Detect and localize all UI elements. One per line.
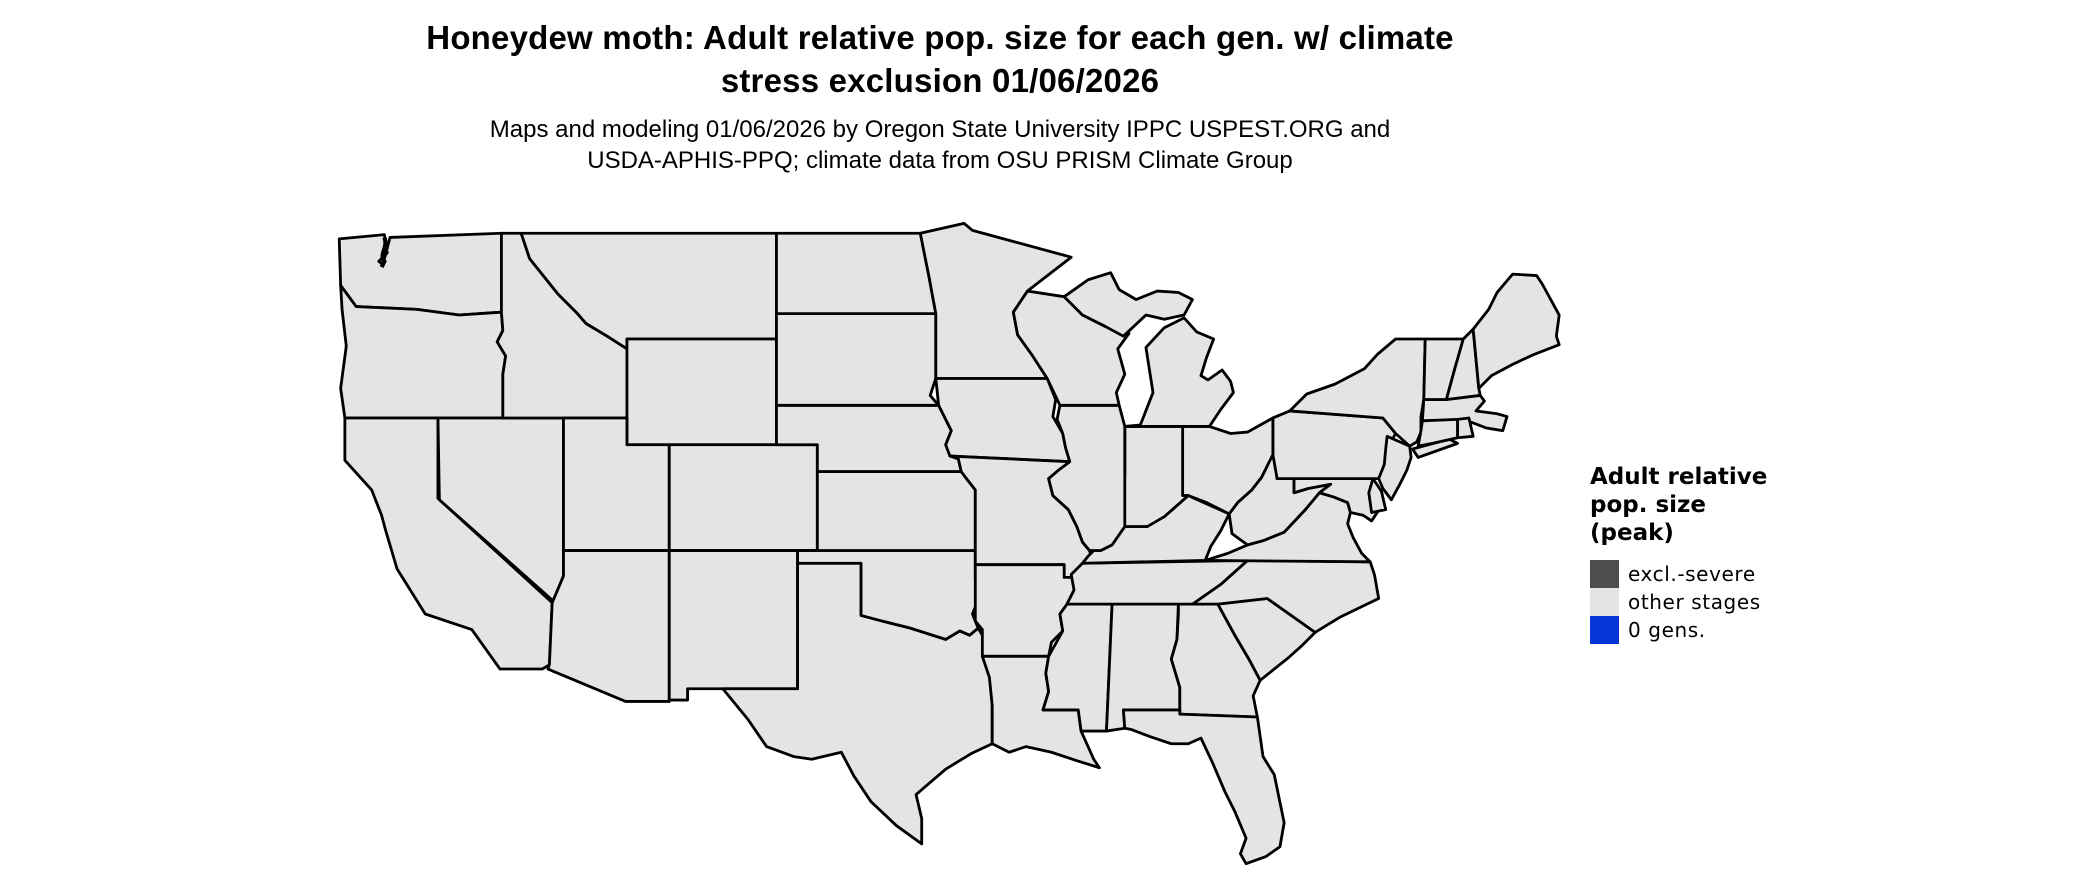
legend-swatch-3 — [1590, 616, 1619, 644]
legend-label: other stages — [1628, 590, 1761, 614]
state-ks — [815, 470, 977, 552]
legend-label: 0 gens. — [1628, 618, 1706, 642]
state-tn — [1065, 559, 1249, 606]
state-il — [1047, 403, 1127, 552]
legend-title-line-2: pop. size — [1590, 492, 1707, 518]
legend-items: excl.-severe other stages 0 gens. — [1590, 560, 1890, 644]
state-wa — [337, 231, 503, 317]
state-nm — [667, 549, 800, 702]
legend-swatch-2 — [1590, 588, 1619, 616]
legend-title: Adult relative pop. size (peak) — [1590, 463, 1890, 547]
title-line-1: Honeydew moth: Adult relative pop. size … — [426, 19, 1454, 56]
legend-row: excl.-severe — [1590, 560, 1890, 588]
state-sd — [775, 312, 941, 407]
legend-title-line-3: (peak) — [1590, 520, 1674, 546]
page-title: Honeydew moth: Adult relative pop. size … — [260, 16, 1620, 102]
title-line-2: stress exclusion 01/06/2026 — [720, 62, 1160, 99]
subtitle-line-2: USDA-APHIS-PPQ; climate data from OSU PR… — [587, 147, 1293, 174]
us-states-map — [335, 219, 1562, 868]
subtitle-line-1: Maps and modeling 01/06/2026 by Oregon S… — [489, 116, 1391, 143]
state-nj — [1377, 434, 1413, 502]
legend-row: 0 gens. — [1590, 616, 1890, 644]
state-nd — [775, 231, 938, 316]
coastline-detail-mark — [379, 236, 388, 269]
legend-swatch-1 — [1590, 560, 1619, 588]
state-ia — [934, 377, 1072, 464]
state-az — [546, 549, 671, 703]
state-oh — [1181, 416, 1275, 516]
state-co — [667, 443, 819, 552]
us-map-svg — [337, 221, 1561, 866]
state-mi — [1123, 316, 1235, 428]
state-fl — [1121, 708, 1286, 866]
legend-title-line-1: Adult relative — [1590, 464, 1768, 490]
map-subtitle: Maps and modeling 01/06/2026 by Oregon S… — [260, 114, 1620, 176]
state-wy — [625, 337, 778, 447]
state-pa — [1271, 409, 1397, 481]
state-ri — [1456, 416, 1475, 440]
state-mi-up — [1062, 271, 1194, 338]
legend-row: other stages — [1590, 588, 1890, 616]
state-me — [1471, 272, 1561, 390]
state-de — [1367, 477, 1388, 514]
title-block: Honeydew moth: Adult relative pop. size … — [260, 16, 1620, 176]
map-legend: Adult relative pop. size (peak) excl.-se… — [1590, 463, 1890, 644]
legend-label: excl.-severe — [1628, 562, 1756, 586]
